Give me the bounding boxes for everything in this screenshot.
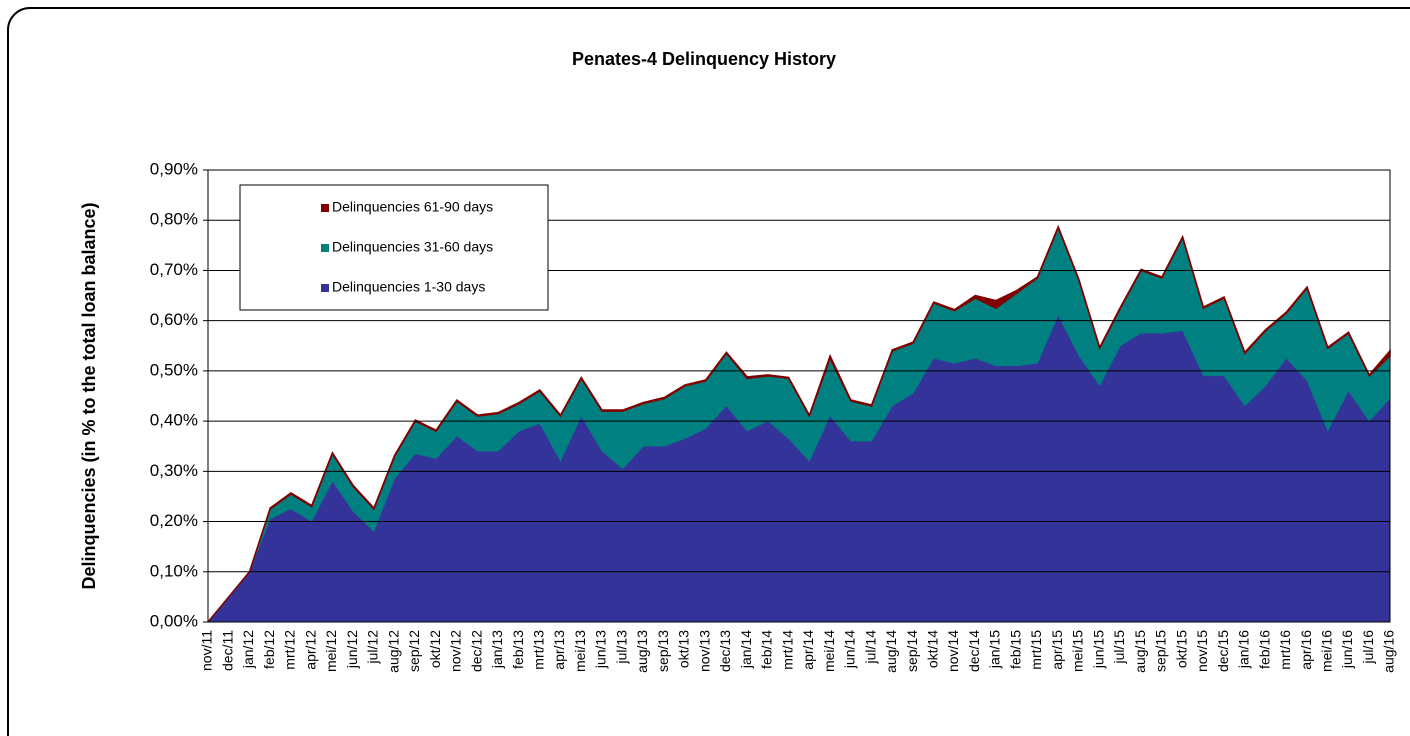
x-tick-label: feb/14: [759, 630, 775, 669]
x-tick-label: sep/15: [1153, 630, 1169, 672]
x-tick-label: aug/12: [385, 630, 401, 673]
x-tick-label: aug/16: [1381, 630, 1397, 673]
x-tick-label: nov/14: [945, 630, 961, 672]
x-tick-label: okt/14: [924, 630, 940, 668]
x-tick-label: mei/12: [323, 630, 339, 672]
x-tick-label: jul/13: [613, 630, 629, 665]
y-tick-label: 0,30%: [150, 461, 198, 480]
x-tick-label: dec/15: [1215, 630, 1231, 672]
legend-box: [239, 184, 549, 311]
x-tick-label: mrt/16: [1277, 630, 1293, 670]
legend-label: Delinquencies 31-60 days: [332, 239, 493, 255]
x-tick-label: jan/14: [738, 630, 754, 669]
x-tick-label: sep/12: [406, 630, 422, 672]
x-tick-label: dec/14: [966, 630, 982, 672]
x-tick-label: jan/12: [240, 630, 256, 669]
x-tick-label: apr/12: [302, 630, 318, 670]
x-tick-label: mrt/15: [1028, 630, 1044, 670]
x-tick-label: jun/12: [344, 630, 360, 669]
x-tick-label: dec/13: [717, 630, 733, 672]
legend-label: Delinquencies 61-90 days: [332, 199, 493, 215]
x-tick-label: sep/13: [655, 630, 671, 672]
x-tick-label: feb/15: [1007, 630, 1023, 669]
x-tick-label: nov/12: [448, 630, 464, 672]
x-tick-label: dec/12: [468, 630, 484, 672]
x-tick-label: nov/15: [1194, 630, 1210, 672]
y-tick-label: 0,90%: [150, 159, 198, 178]
x-tick-label: apr/16: [1298, 630, 1314, 670]
x-tick-label: jun/15: [1090, 630, 1106, 669]
x-tick-label: jul/15: [1111, 630, 1127, 665]
legend-swatch: [321, 204, 329, 212]
x-tick-label: nov/11: [199, 630, 215, 671]
x-tick-label: mrt/13: [530, 630, 546, 670]
x-tick-label: aug/15: [1132, 630, 1148, 673]
x-tick-label: apr/13: [551, 630, 567, 670]
x-tick-label: jan/15: [987, 630, 1003, 669]
y-tick-label: 0,40%: [150, 411, 198, 430]
x-tick-label: mrt/14: [779, 630, 795, 670]
x-tick-label: apr/14: [800, 630, 816, 670]
legend-label: Delinquencies 1-30 days: [332, 279, 485, 295]
x-tick-label: aug/14: [883, 630, 899, 673]
legend-swatch: [321, 244, 329, 252]
x-tick-label: okt/15: [1173, 630, 1189, 668]
x-tick-label: apr/15: [1049, 630, 1065, 670]
x-tick-label: aug/13: [634, 630, 650, 673]
y-tick-label: 0,00%: [150, 611, 198, 630]
x-tick-label: mei/16: [1318, 630, 1334, 672]
x-tick-label: sep/14: [904, 630, 920, 672]
y-tick-label: 0,20%: [150, 511, 198, 530]
x-tick-label: feb/13: [510, 630, 526, 669]
x-tick-label: mrt/12: [282, 630, 298, 670]
plot-frame: [207, 169, 1391, 623]
x-tick-label: mei/15: [1070, 630, 1086, 672]
y-tick-label: 0,80%: [150, 210, 198, 229]
x-tick-label: dec/11: [219, 630, 235, 671]
x-tick-label: jul/16: [1360, 630, 1376, 665]
y-tick-label: 0,10%: [150, 561, 198, 580]
x-tick-label: jun/14: [842, 630, 858, 669]
x-tick-label: jul/12: [365, 630, 381, 665]
y-tick-label: 0,50%: [150, 360, 198, 379]
x-tick-label: okt/13: [676, 630, 692, 668]
x-tick-label: jul/14: [862, 630, 878, 665]
x-tick-label: nov/13: [696, 630, 712, 672]
x-tick-label: jun/13: [593, 630, 609, 669]
y-tick-label: 0,70%: [150, 260, 198, 279]
x-tick-label: feb/16: [1256, 630, 1272, 669]
x-tick-label: jun/16: [1339, 630, 1355, 669]
x-tick-label: feb/12: [261, 630, 277, 669]
x-tick-label: mei/14: [821, 630, 837, 672]
x-tick-label: okt/12: [427, 630, 443, 668]
chart-title: Penates-4 Delinquency History: [572, 49, 836, 69]
x-tick-label: jan/16: [1236, 630, 1252, 669]
y-axis-label: Delinquencies (in % to the total loan ba…: [79, 202, 99, 589]
y-tick-label: 0,60%: [150, 310, 198, 329]
x-tick-label: jan/13: [489, 630, 505, 669]
x-tick-label: mei/13: [572, 630, 588, 672]
legend-swatch: [321, 284, 329, 292]
